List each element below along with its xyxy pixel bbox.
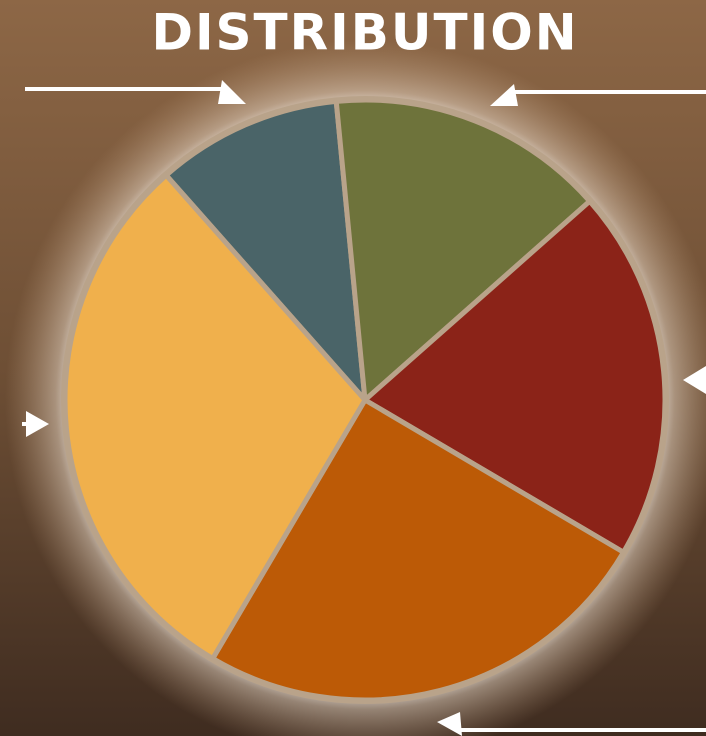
- pie-slice: [333, 97, 593, 403]
- pie-slice: [163, 98, 368, 403]
- arrow-head: [218, 80, 246, 104]
- arrow-head: [26, 411, 49, 437]
- chart-title: DISTRIBUTION: [151, 4, 578, 62]
- arrows: [22, 80, 706, 736]
- pie-slice: [62, 172, 368, 661]
- pie-slice: [362, 198, 668, 555]
- arrow-head: [683, 366, 706, 394]
- arrow-head: [437, 712, 462, 736]
- slices: [62, 97, 668, 703]
- pie-slice: [210, 397, 626, 703]
- arrow-head: [490, 84, 518, 106]
